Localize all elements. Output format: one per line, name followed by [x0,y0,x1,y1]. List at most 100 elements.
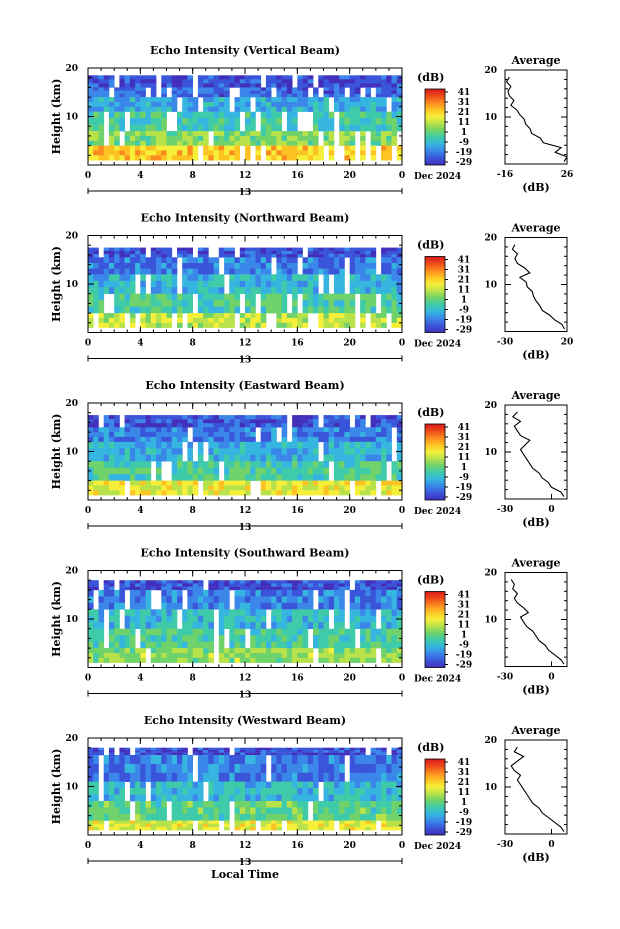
heatmap-cell [150,653,157,659]
heatmap-cell [334,280,340,288]
heatmap-cell [375,432,382,438]
heatmap-cell [255,150,262,156]
heatmap-cell [119,788,125,795]
heatmap-cell [161,653,167,659]
heatmap-cell [297,772,303,782]
heatmap-cell [391,313,398,319]
heatmap-cell [124,102,131,108]
heatmap-cell [150,257,157,264]
heatmap-cell [370,106,377,112]
heatmap-cell [166,589,173,597]
heatmap-cell [302,635,309,642]
heatmap-cell [365,823,371,828]
heatmap-cell [171,415,178,420]
heatmap-cell [245,257,251,264]
heatmap-cell [307,763,314,774]
colorbar-tick-label: 21 [458,778,471,788]
heatmap-cell [255,131,262,137]
heatmap-cell [381,280,387,288]
heatmap-cell [108,615,115,623]
heatmap-cell [234,586,241,591]
heatmap-cell [93,257,99,264]
heatmap-cell [208,823,214,828]
heatmap-cell [354,480,361,486]
heatmap-cell [318,801,324,808]
heatmap-cell [370,801,377,808]
heatmap-cell [318,635,324,642]
heatmap-cell [103,436,110,443]
heatmap-cell [166,752,173,756]
heatmap-cell [265,415,272,420]
heatmap-cell [182,257,188,264]
heatmap-cell [245,467,251,475]
heatmap-cell [334,287,340,294]
heatmap-cell [260,102,267,108]
heatmap-cell [93,781,99,789]
colorbar-tick-label: 21 [458,108,471,118]
heatmap-cell [328,124,335,132]
heatmap-cell [396,293,403,301]
heatmap-cell [182,263,188,269]
heatmap-cell [156,306,162,314]
heatmap-cell [271,485,277,491]
heatmap-cell [203,118,209,125]
heatmap-cell [145,747,152,751]
heatmap-cell [114,461,120,468]
heatmap-cell [302,97,309,103]
heatmap-cell [234,596,241,604]
heatmap-cell [255,257,262,264]
heatmap-cell [129,111,136,119]
heatmap-cell [381,657,387,663]
heatmap-cell [234,454,241,462]
heatmap-cell [349,317,356,323]
heatmap-cell [328,772,335,782]
heatmap-cell [156,480,162,486]
heatmap-cell [140,131,146,137]
heatmap-cell [260,580,267,584]
heatmap-cell [197,75,204,80]
heatmap-cell [297,83,303,88]
heatmap-cell [323,781,330,789]
heatmap-cell [156,580,162,584]
heatmap-cell [234,794,241,802]
heatmap-cell [292,423,298,428]
heatmap-cell [396,480,403,486]
heatmap-cell [208,79,214,84]
heatmap-cell [177,436,183,443]
heatmap-cell [177,794,183,802]
heatmap-cell [108,268,115,275]
heatmap-cell [93,93,99,98]
heatmap-cell [334,102,340,108]
heatmap-cell [297,454,303,462]
heatmap-cell [286,755,293,765]
heatmap-cell [182,583,188,587]
heatmap-cell [381,461,387,468]
heatmap-cell [197,423,204,428]
heatmap-cell [197,131,204,137]
colorbar-label: (dB) [417,239,444,252]
heatmap-cell [360,432,366,438]
heatmap-cell [313,268,319,275]
heatmap-cell [177,111,183,119]
heatmap-cell [334,474,340,481]
heatmap-cell [150,657,157,663]
heatmap-cell [135,781,141,789]
heatmap-cell [313,93,319,98]
heatmap-cell [391,635,398,642]
heatmap-cell [239,635,246,642]
heatmap-cell [286,801,293,808]
heatmap-cell [360,427,366,433]
heatmap-cell [281,609,288,617]
heatmap-cell [98,118,105,125]
heatmap-cell [161,274,167,282]
heatmap-cell [381,583,387,587]
heatmap-cell [119,306,125,314]
heatmap-cell [375,583,382,587]
heatmap-cell [197,763,204,774]
heatmap-cell [292,140,298,146]
heatmap-cell [156,102,162,108]
heatmap-cell [171,131,178,137]
heatmap-cell [255,807,262,815]
heatmap-cell [255,83,262,88]
heatmap-cell [177,155,183,161]
